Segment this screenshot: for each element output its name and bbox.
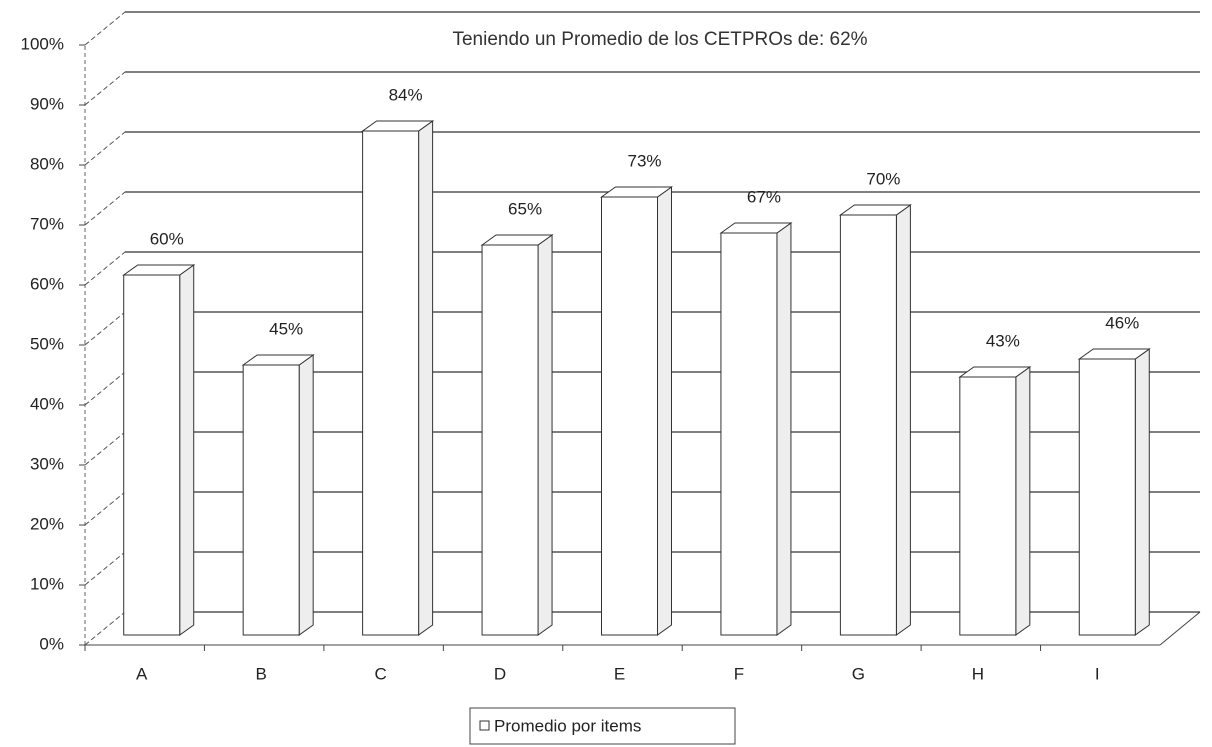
x-tick-label: H [972, 664, 984, 683]
bar-side [1015, 366, 1031, 636]
x-tick-label: C [374, 664, 386, 683]
bar-side [418, 120, 434, 636]
x-tick-label: I [1095, 664, 1100, 683]
bar-side [179, 264, 195, 636]
y-tick-label: 40% [30, 394, 64, 413]
data-label: 46% [1105, 313, 1139, 332]
bar-side [298, 354, 314, 636]
data-label: 60% [150, 229, 184, 248]
data-label: 73% [627, 151, 661, 170]
grid-line [84, 551, 126, 586]
data-label: 84% [389, 85, 423, 104]
bar-side [657, 186, 672, 636]
grid-line [84, 371, 126, 406]
grid-line [84, 71, 126, 106]
bar [481, 244, 539, 636]
y-tick-label: 0% [39, 634, 64, 653]
data-label: 70% [866, 169, 900, 188]
bar-side [776, 222, 792, 636]
bar-side [537, 234, 553, 636]
grid-line [84, 611, 126, 646]
x-tick-label: E [614, 664, 625, 683]
data-label: 67% [747, 187, 781, 206]
x-tick-label: G [852, 664, 865, 683]
x-tick-label: F [734, 664, 744, 683]
grid-line [84, 131, 126, 166]
bar [959, 376, 1017, 636]
grid-line [84, 491, 126, 526]
y-tick-label: 10% [30, 574, 64, 593]
y-tick-label: 30% [30, 454, 64, 473]
legend-swatch [479, 720, 490, 731]
x-tick-label: B [255, 664, 266, 683]
legend-label: Promedio por items [494, 716, 641, 735]
bar [601, 196, 658, 636]
grid-line [84, 431, 126, 466]
bar [1078, 358, 1136, 636]
y-tick-label: 50% [30, 334, 64, 353]
y-tick-label: 70% [30, 214, 64, 233]
grid-line [84, 251, 126, 286]
bar-side [895, 204, 911, 636]
y-tick-label: 90% [30, 94, 64, 113]
x-tick-label: D [494, 664, 506, 683]
y-tick-label: 20% [30, 514, 64, 533]
legend-box [469, 707, 736, 745]
floor-edge [1159, 611, 1201, 646]
bar [839, 214, 897, 636]
y-tick-label: 100% [21, 34, 64, 53]
bar [362, 130, 420, 636]
chart-title: Teniendo un Promedio de los CETPROs de: … [452, 29, 867, 50]
bar [242, 364, 300, 636]
grid-line [84, 311, 126, 346]
data-label: 65% [508, 199, 542, 218]
y-tick-label: 60% [30, 274, 64, 293]
data-label: 45% [269, 319, 303, 338]
bar [123, 274, 181, 636]
bar [720, 232, 778, 636]
grid-line [84, 191, 126, 226]
y-tick-label: 80% [30, 154, 64, 173]
data-label: 43% [986, 331, 1020, 350]
x-tick-label: A [136, 664, 148, 683]
grid-line [84, 11, 126, 46]
bar-side [1134, 348, 1150, 636]
